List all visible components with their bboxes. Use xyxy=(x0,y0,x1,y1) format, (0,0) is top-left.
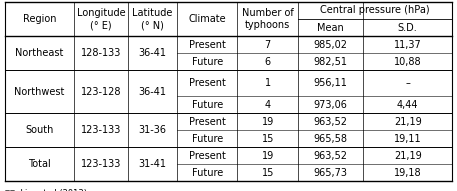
Text: Climate: Climate xyxy=(188,14,226,24)
Text: 985,02: 985,02 xyxy=(314,40,347,50)
Text: Future: Future xyxy=(191,134,223,144)
Text: 7: 7 xyxy=(265,40,271,50)
Text: 123-128: 123-128 xyxy=(80,87,121,97)
Text: 1: 1 xyxy=(265,78,271,88)
Text: 6: 6 xyxy=(265,57,271,67)
Text: 21,19: 21,19 xyxy=(394,117,421,127)
Text: 15: 15 xyxy=(261,134,274,144)
Text: Present: Present xyxy=(189,151,226,161)
Text: Present: Present xyxy=(189,117,226,127)
Text: Future: Future xyxy=(191,57,223,67)
Text: 자료: Lim et al.(2013).: 자료: Lim et al.(2013). xyxy=(5,189,89,191)
Text: Northwest: Northwest xyxy=(14,87,64,97)
Text: Future: Future xyxy=(191,100,223,109)
Text: 965,58: 965,58 xyxy=(314,134,347,144)
Text: 982,51: 982,51 xyxy=(314,57,347,67)
Text: 128-133: 128-133 xyxy=(81,48,121,58)
Text: 15: 15 xyxy=(261,168,274,178)
Text: 11,37: 11,37 xyxy=(394,40,421,50)
Text: 4,44: 4,44 xyxy=(397,100,419,109)
Text: S.D.: S.D. xyxy=(398,23,418,32)
Text: –: – xyxy=(405,78,410,88)
Text: 36-41: 36-41 xyxy=(138,48,166,58)
Text: 956,11: 956,11 xyxy=(314,78,347,88)
Text: Number of
typhoons: Number of typhoons xyxy=(242,8,293,30)
Text: 31-36: 31-36 xyxy=(138,125,166,135)
Text: Region: Region xyxy=(22,14,56,24)
Text: Total: Total xyxy=(28,159,51,169)
Text: Present: Present xyxy=(189,78,226,88)
Text: 19: 19 xyxy=(261,151,274,161)
Text: 19,11: 19,11 xyxy=(394,134,421,144)
Text: Mean: Mean xyxy=(317,23,344,32)
Text: 19: 19 xyxy=(261,117,274,127)
Text: 10,88: 10,88 xyxy=(394,57,421,67)
Text: 4: 4 xyxy=(265,100,271,109)
Text: South: South xyxy=(25,125,53,135)
Text: 36-41: 36-41 xyxy=(138,87,166,97)
Text: 963,52: 963,52 xyxy=(314,117,347,127)
Text: 21,19: 21,19 xyxy=(394,151,421,161)
Text: 973,06: 973,06 xyxy=(314,100,347,109)
Text: Central pressure (hPa): Central pressure (hPa) xyxy=(320,6,430,15)
Text: Latitude
(° N): Latitude (° N) xyxy=(132,8,173,30)
Text: Longitude
(° E): Longitude (° E) xyxy=(76,8,125,30)
Text: Future: Future xyxy=(191,168,223,178)
Text: 123-133: 123-133 xyxy=(81,159,121,169)
Text: 19,18: 19,18 xyxy=(394,168,421,178)
Text: Present: Present xyxy=(189,40,226,50)
Text: 123-133: 123-133 xyxy=(81,125,121,135)
Text: 31-41: 31-41 xyxy=(138,159,166,169)
Text: 965,73: 965,73 xyxy=(314,168,347,178)
Text: Northeast: Northeast xyxy=(15,48,64,58)
Text: 963,52: 963,52 xyxy=(314,151,347,161)
